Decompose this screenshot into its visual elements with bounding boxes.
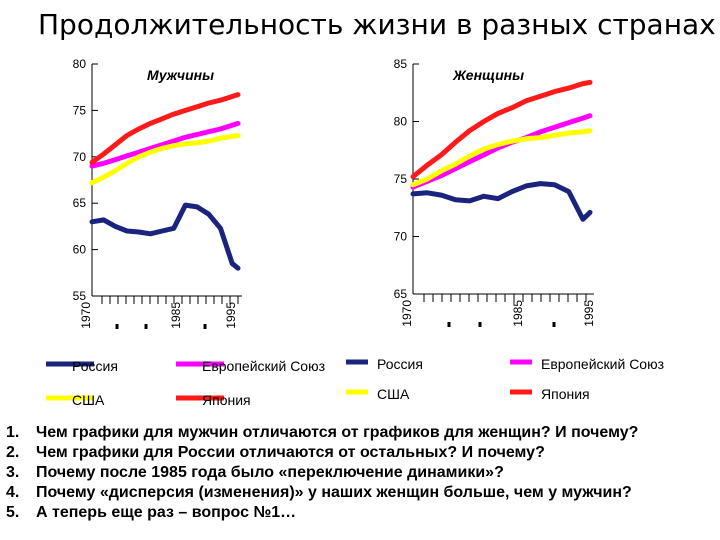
series-line-women-1 bbox=[410, 113, 593, 190]
y-tick-label: 70 bbox=[73, 150, 87, 164]
x-tick-placeholder bbox=[478, 322, 482, 327]
question-item: 3. Почему после 1985 года было «переключе… bbox=[6, 463, 638, 483]
question-text: А теперь еще раз – вопрос №1… bbox=[36, 504, 297, 521]
x-tick-label: 1970 bbox=[79, 302, 93, 329]
series-line-men-2 bbox=[89, 133, 241, 186]
question-item: 1. Чем графики для мужчин отличаются от г… bbox=[6, 423, 638, 443]
legend-right-label-eu: Европейский Союз bbox=[541, 356, 665, 372]
question-text: Почему после 1985 года было «переключени… bbox=[36, 464, 504, 481]
series-line-women-0 bbox=[410, 181, 593, 222]
y-tick-label: 80 bbox=[73, 57, 87, 71]
series-line-men-3 bbox=[89, 92, 241, 165]
questions-list: 1. Чем графики для мужчин отличаются от г… bbox=[6, 423, 638, 523]
x-tick-placeholder bbox=[203, 324, 207, 329]
series-line-men-0 bbox=[89, 202, 241, 271]
question-item: 4. Почему «дисперсия (изменения)» у наших… bbox=[6, 483, 638, 503]
chart-title-women: Женщины bbox=[453, 67, 525, 83]
x-tick-label: 1970 bbox=[400, 300, 414, 327]
chart-title-men: Мужчины bbox=[147, 67, 215, 83]
question-number: 5. bbox=[6, 504, 20, 521]
x-tick-placeholder bbox=[552, 322, 556, 327]
question-text: Чем графики для России отличаются от ост… bbox=[36, 444, 545, 461]
question-item: 5. А теперь еще раз – вопрос №1… bbox=[6, 503, 638, 523]
y-tick-label: 85 bbox=[394, 57, 408, 71]
legend-left-label-japan: Япония bbox=[202, 392, 251, 408]
y-tick-label: 70 bbox=[394, 230, 408, 244]
y-tick-label: 65 bbox=[73, 196, 87, 210]
x-tick-placeholder bbox=[447, 322, 451, 327]
y-tick-label: 75 bbox=[73, 103, 87, 117]
question-number: 1. bbox=[6, 424, 20, 441]
legend-left-label-russia: Россия bbox=[72, 358, 118, 374]
y-tick-label: 80 bbox=[394, 115, 408, 129]
y-tick-label: 65 bbox=[394, 287, 408, 301]
x-tick-label: 1995 bbox=[582, 300, 596, 327]
y-tick-label: 55 bbox=[73, 289, 87, 303]
legend-right-label-usa: США bbox=[377, 386, 410, 402]
legend-right-label-russia: Россия bbox=[377, 356, 423, 372]
page-title: Продолжительность жизни в разных странах bbox=[38, 8, 716, 41]
legend-left-label-eu: Европейский Союз bbox=[202, 358, 326, 374]
question-text: Почему «дисперсия (изменения)» у наших ж… bbox=[36, 484, 632, 501]
question-item: 2. Чем графики для России отличаются от о… bbox=[6, 443, 638, 463]
y-tick-label: 75 bbox=[394, 172, 408, 186]
question-number: 3. bbox=[6, 464, 20, 481]
x-tick-label: 1995 bbox=[224, 302, 238, 329]
series-line-women-3 bbox=[410, 79, 593, 180]
x-tick-label: 1985 bbox=[169, 302, 183, 329]
x-tick-placeholder bbox=[144, 324, 148, 329]
legend-left-label-usa: США bbox=[72, 392, 105, 408]
series-line-men-1 bbox=[89, 120, 241, 169]
legend-right-label-japan: Япония bbox=[541, 386, 590, 402]
question-number: 4. bbox=[6, 484, 20, 501]
x-tick-placeholder bbox=[115, 324, 119, 329]
y-tick-label: 60 bbox=[73, 243, 87, 257]
series-line-women-2 bbox=[410, 128, 593, 188]
question-text: Чем графики для мужчин отличаются от гра… bbox=[36, 424, 639, 441]
question-number: 2. bbox=[6, 444, 20, 461]
x-tick-label: 1985 bbox=[511, 300, 525, 327]
